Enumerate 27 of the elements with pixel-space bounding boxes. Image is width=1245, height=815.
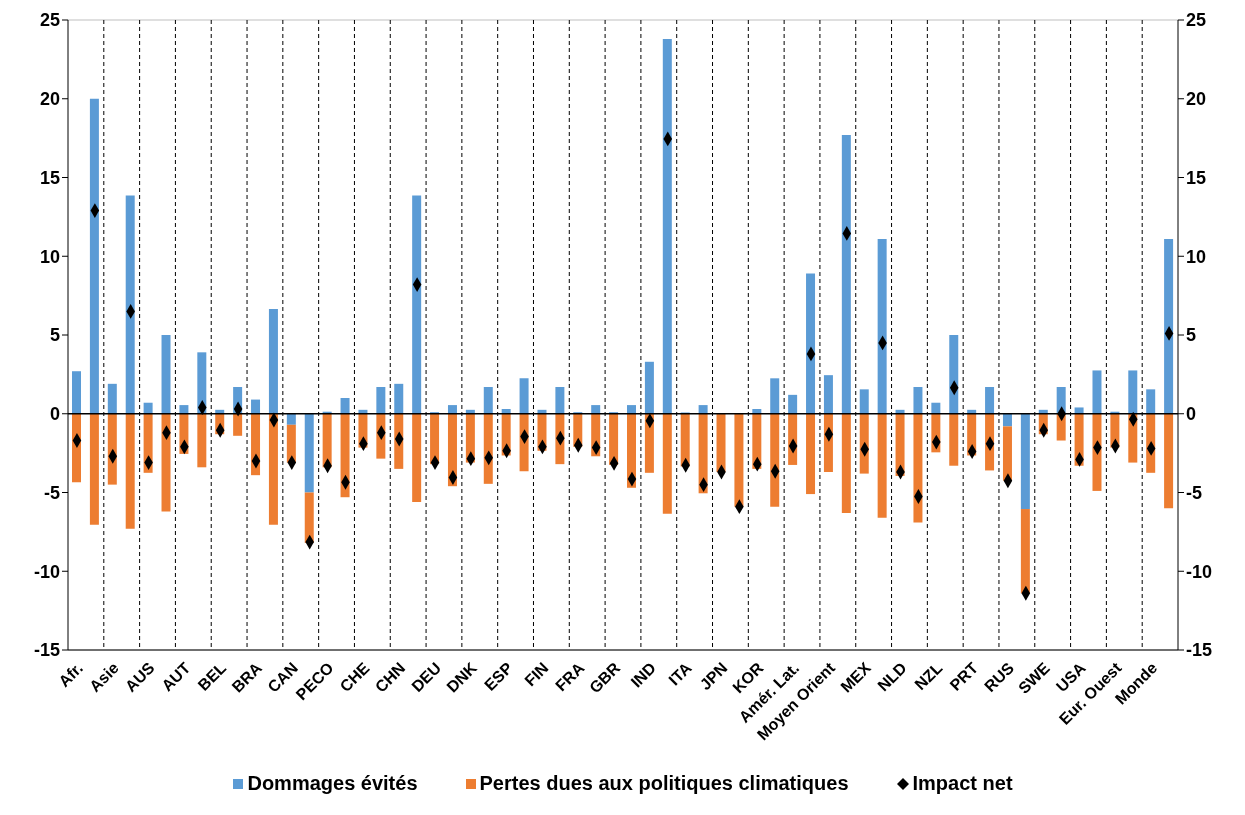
legend-label: Impact net [912, 772, 1013, 795]
y2-tick-label: 5 [1186, 325, 1197, 346]
x-tick-label: ITA [665, 658, 696, 689]
y2-tick-label: -15 [1186, 640, 1213, 661]
x-tick-label: FIN [521, 659, 552, 690]
x-tick-label: NZL [911, 659, 946, 694]
y2-tick-label: 15 [1186, 167, 1207, 188]
legend-label: Pertes dues aux politiques climatiques [479, 772, 849, 795]
x-tick-label: IND [627, 659, 660, 691]
x-tick-label: Afr. [55, 659, 87, 691]
y-tick-label: -15 [33, 640, 60, 661]
y2-tick-label: 20 [1186, 89, 1207, 110]
y-tick-label: 20 [39, 89, 60, 110]
y-tick-label: 10 [39, 246, 60, 267]
y-tick-label: -10 [33, 561, 60, 582]
legend-label: Dommages évités [247, 772, 418, 795]
y-tick-label: 15 [39, 167, 60, 188]
y-tick-label: 0 [49, 404, 60, 425]
y-tick-label: -5 [43, 482, 60, 503]
x-tick-label: BEL [194, 659, 230, 694]
y2-tick-label: 10 [1186, 246, 1207, 267]
y2-tick-label: -5 [1186, 482, 1203, 503]
y-tick-label: 5 [49, 325, 60, 346]
y2-tick-label: 25 [1186, 10, 1207, 31]
y2-tick-label: -10 [1186, 561, 1213, 582]
y2-tick-label: 0 [1186, 404, 1197, 425]
y-tick-label: 25 [39, 10, 60, 31]
